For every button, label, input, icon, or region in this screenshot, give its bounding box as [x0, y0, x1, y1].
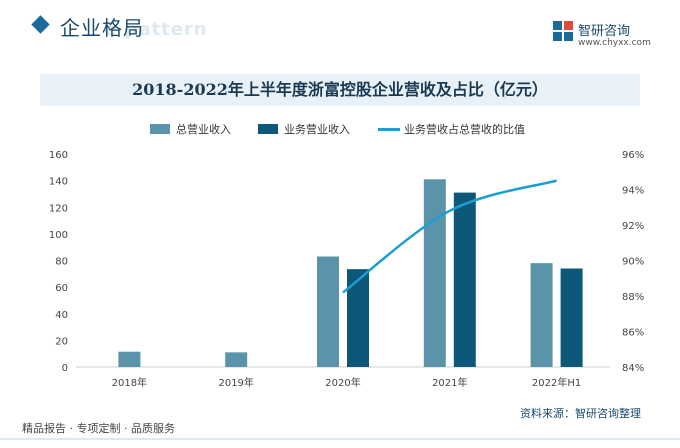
brand-name: 智研咨询 — [578, 24, 631, 39]
y2-tick-label: 92% — [622, 221, 644, 232]
bar-total — [530, 263, 553, 367]
legend-label-ratio: 业务营收占总营收的比值 — [404, 123, 525, 136]
ratio-line — [342, 179, 557, 294]
bar-business — [453, 192, 476, 367]
legend-swatch-business — [258, 124, 278, 134]
bar-total — [118, 351, 141, 367]
y2-tick-label: 86% — [622, 328, 644, 339]
brand[interactable]: 智研咨询 www.chyxx.com — [552, 18, 672, 54]
bar-business — [347, 269, 369, 367]
y-tick-label: 140 — [49, 177, 68, 188]
legend-swatch-ratio — [378, 128, 400, 131]
bar-business — [560, 268, 583, 367]
bar-total — [317, 256, 339, 367]
y2-tick-label: 96% — [622, 150, 644, 161]
x-tick-label: 2018年 — [112, 376, 147, 389]
y-tick-label: 160 — [49, 150, 68, 161]
legend-label-business: 业务营业收入 — [284, 123, 350, 136]
y2-tick-label: 90% — [622, 257, 644, 268]
brand-url: www.chyxx.com — [578, 38, 651, 48]
legend-swatch-total — [150, 124, 170, 134]
y-tick-label: 0 — [62, 363, 68, 374]
y-tick-label: 100 — [49, 230, 68, 241]
section-watermark: e pattern — [104, 19, 208, 40]
y-tick-label: 60 — [55, 283, 68, 294]
header: e pattern 企业格局 智研咨询 www.chyxx.com — [0, 0, 680, 66]
bar-total — [225, 352, 248, 367]
x-tick-label: 2021年 — [432, 376, 467, 389]
bar-total — [423, 179, 446, 367]
x-tick-label: 2022年H1 — [532, 376, 581, 389]
x-tick-label: 2020年 — [325, 376, 360, 389]
y-tick-label: 120 — [49, 203, 68, 214]
y2-tick-label: 88% — [622, 292, 644, 303]
y2-tick-label: 84% — [622, 363, 644, 374]
x-tick-label: 2019年 — [218, 376, 253, 389]
brand-logo-icon — [553, 21, 573, 41]
section-title: 企业格局 — [60, 16, 144, 40]
legend-label-total: 总营业收入 — [176, 123, 231, 136]
y-tick-label: 40 — [55, 310, 68, 321]
y-tick-label: 20 — [55, 336, 68, 347]
chart-title: 2018-2022年上半年度浙富控股企业营收及占比（亿元） — [40, 74, 640, 106]
footer-tagline: 精品报告 · 专项定制 · 品质服务 — [22, 422, 175, 435]
y-tick-label: 80 — [55, 257, 68, 268]
y2-tick-label: 94% — [622, 186, 644, 197]
footer-source: 资料来源：智研咨询整理 — [520, 407, 641, 420]
footer-divider — [0, 438, 680, 440]
